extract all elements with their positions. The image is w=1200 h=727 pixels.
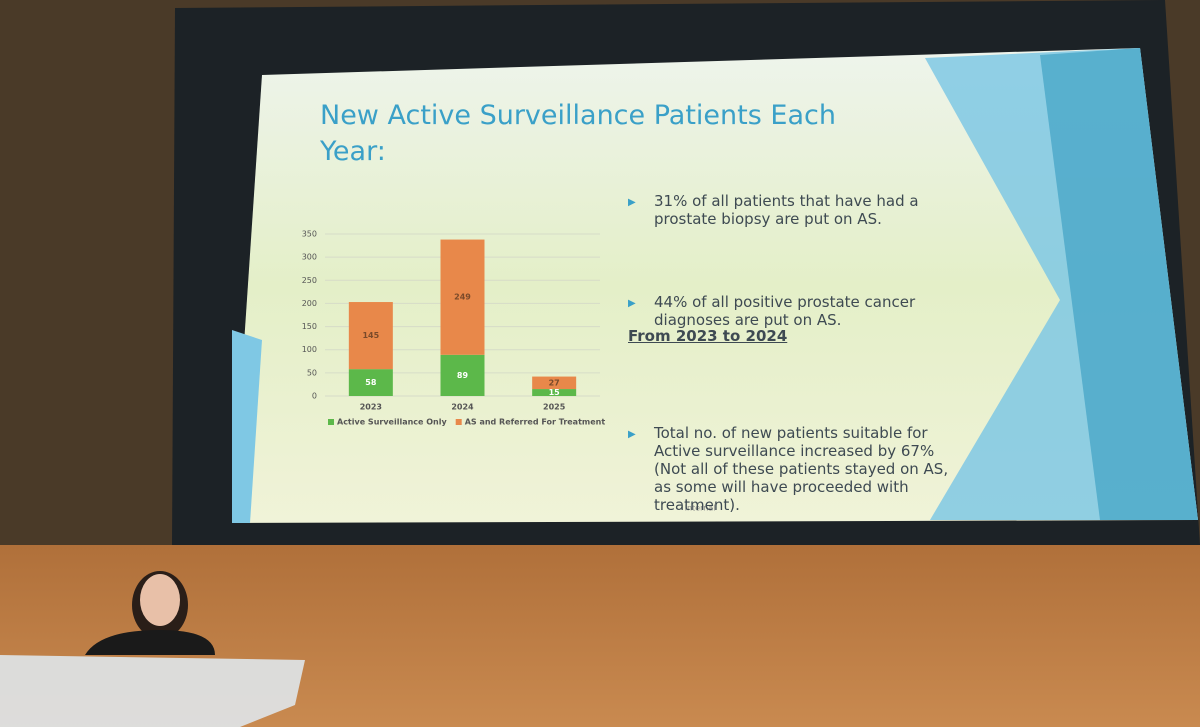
presenter-face [140, 574, 180, 626]
x-tick-label: 2025 [543, 403, 566, 412]
presenter-body [85, 630, 215, 655]
x-tick-label: 2024 [451, 403, 474, 412]
y-tick-label: 250 [302, 276, 317, 285]
slide [232, 48, 1198, 523]
bar-segment [348, 302, 393, 370]
legend-label: AS and Referred For Treatment [465, 418, 606, 427]
x-tick-label: 2023 [360, 403, 382, 412]
y-tick-label: 200 [302, 299, 317, 308]
bar-segment [440, 354, 485, 396]
bullet: Total no. of new patients suitable for A… [628, 424, 954, 514]
data-label: 58 [365, 378, 377, 387]
slide-decoration [232, 330, 262, 523]
data-label: 89 [457, 371, 469, 380]
bar-segment [532, 376, 577, 390]
data-label: 15 [549, 388, 561, 397]
bullet: 31% of all patients that have had a pros… [628, 192, 954, 228]
bullet: 44% of all positive prostate cancer diag… [628, 293, 954, 329]
slide-decoration [1040, 48, 1198, 520]
y-tick-label: 300 [302, 253, 317, 262]
y-tick-label: 50 [307, 368, 317, 377]
data-label: 27 [549, 378, 560, 387]
legend-swatch [455, 419, 462, 425]
y-tick-label: 100 [302, 345, 317, 354]
bar-segment [348, 369, 393, 396]
legend-swatch [328, 419, 334, 425]
y-tick-label: 350 [302, 230, 317, 239]
chart: 0 50 100 150 200 250 300 350 2023 58 145 2024 89 249 2… [302, 230, 606, 427]
y-tick-label: 150 [302, 322, 317, 331]
y-tick-label: 0 [312, 392, 317, 401]
slide-title: New Active Surveillance Patients Each Ye… [320, 100, 836, 167]
data-label: 249 [454, 293, 471, 302]
bar-segment [440, 239, 485, 355]
legend-label: Active Surveillance Only [337, 418, 447, 427]
heading: From 2023 to 2024 [628, 327, 788, 345]
data-label: 145 [362, 331, 379, 340]
podium [0, 655, 305, 727]
bar-segment [532, 389, 577, 396]
